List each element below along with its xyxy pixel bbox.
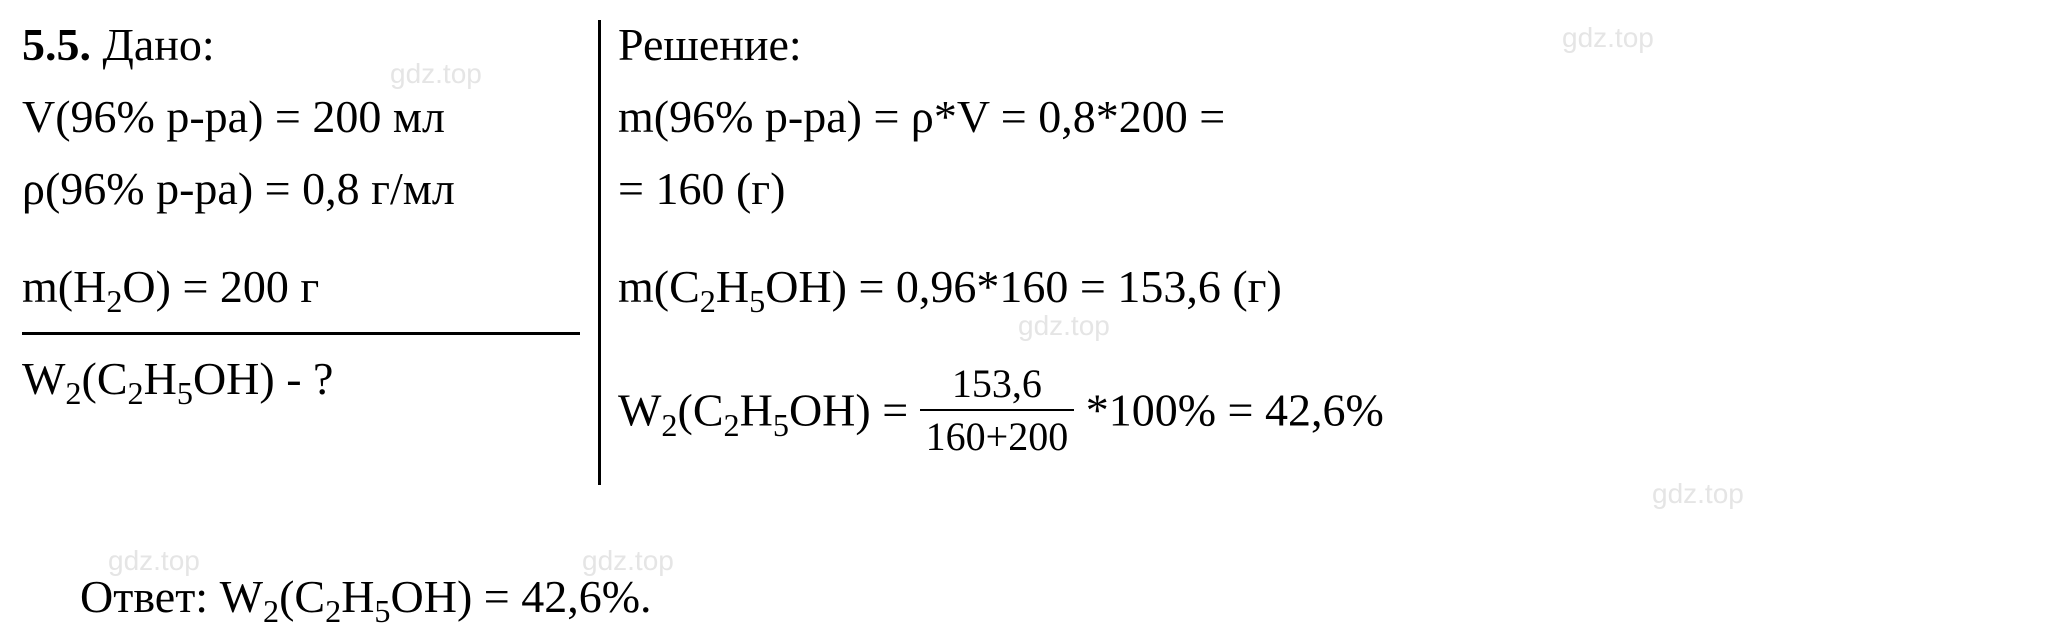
solution-heading: Решение: [618,18,802,71]
subscript: 2 [263,593,279,629]
subscript: 2 [724,407,740,443]
subscript: 2 [700,283,716,319]
text: OH) = 0,96*160 = 153,6 (г) [765,261,1282,312]
text: OH) - ? [193,353,334,404]
text: (C [678,385,724,436]
text: O) = 200 г [122,261,319,312]
worked-example: gdz.top gdz.top gdz.top gdz.top gdz.top … [0,0,2046,644]
fraction-denominator: 160+200 [920,411,1075,460]
text: W [22,353,65,404]
subscript: 5 [749,283,765,319]
solution-line-1: m(96% р-ра) = ρ*V = 0,8*200 = [618,90,1225,143]
watermark: gdz.top [1018,310,1110,342]
text: H [740,385,773,436]
text: (C [279,571,325,622]
solution-line-3: m(C2H5OH) = 0,96*160 = 153,6 (г) [618,260,1282,313]
watermark: gdz.top [1562,22,1654,54]
text: OH) = 42,6%. [391,571,652,622]
subscript: 5 [177,375,193,411]
watermark: gdz.top [390,58,482,90]
given-line-1: V(96% р-ра) = 200 мл [22,90,445,143]
subscript: 5 [773,407,789,443]
divider-horizontal [22,332,580,335]
problem-number: 5.5. [22,19,91,70]
given-line-2: ρ(96% р-ра) = 0,8 г/мл [22,162,455,215]
text: *100% = 42,6% [1074,385,1384,436]
text: H [144,353,177,404]
text: m(C [618,261,700,312]
text: OH) = [789,385,920,436]
given-label: Дано: [91,19,215,70]
text: m(H [22,261,106,312]
answer-line: Ответ: W2(C2H5OH) = 42,6%. [80,570,652,623]
unknown-line: W2(C2H5OH) - ? [22,352,333,405]
text: W [618,385,661,436]
fraction-numerator: 153,6 [920,360,1075,411]
given-line-3: m(H2O) = 200 г [22,260,319,313]
subscript: 2 [106,283,122,319]
subscript: 2 [325,593,341,629]
text: (C [82,353,128,404]
solution-line-2: = 160 (г) [618,162,785,215]
text: H [341,571,374,622]
subscript: 2 [65,375,81,411]
subscript: 5 [374,593,390,629]
watermark: gdz.top [1652,478,1744,510]
divider-vertical [598,20,601,485]
subscript: 2 [128,375,144,411]
given-heading: 5.5. Дано: [22,18,215,71]
subscript: 2 [661,407,677,443]
text: H [716,261,749,312]
solution-line-4: W2(C2H5OH) = 153,6 160+200 *100% = 42,6% [618,370,1384,460]
text: Ответ: W [80,571,263,622]
fraction: 153,6 160+200 [920,360,1075,460]
